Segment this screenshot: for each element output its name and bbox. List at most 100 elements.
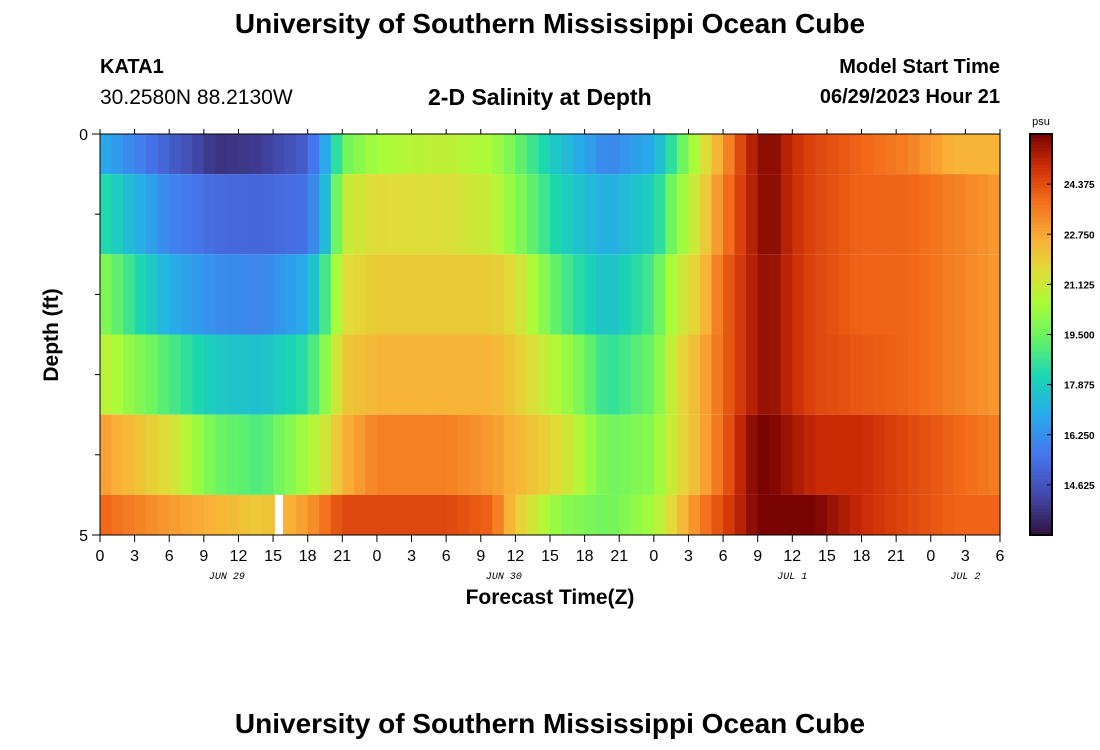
x-tick-label: 0 [372, 548, 381, 565]
heatmap-cell [388, 414, 401, 495]
heatmap-cell [746, 134, 759, 175]
heatmap-cell [376, 134, 390, 175]
colorbar-segment [1030, 504, 1052, 509]
heatmap-cell [376, 494, 390, 535]
heatmap-cell [803, 174, 816, 255]
heatmap-cell [953, 334, 966, 415]
heatmap-cell [919, 334, 932, 415]
heatmap-cell [261, 414, 274, 495]
heatmap-cell [596, 494, 609, 535]
heatmap-cell [250, 174, 263, 255]
x-tick-label: 18 [576, 548, 594, 565]
heatmap-cell [203, 174, 216, 255]
heatmap-cell [734, 414, 747, 495]
heatmap-cell [988, 334, 1001, 415]
heatmap-cell [596, 174, 609, 255]
heatmap-cell [526, 254, 540, 335]
heatmap-cell [873, 414, 886, 495]
heatmap-cell [250, 334, 263, 415]
heatmap-cell [515, 254, 528, 335]
heatmap-cell [953, 134, 966, 175]
heatmap-cell [100, 174, 113, 255]
heatmap-cell [573, 134, 586, 175]
heatmap-cell [215, 414, 228, 495]
station-coordinates: 30.2580N 88.2130W [100, 86, 293, 109]
missing-data-cell [274, 494, 283, 535]
heatmap-cell [630, 334, 643, 415]
colorbar-segment [1030, 364, 1052, 369]
heatmap-cell [203, 334, 216, 415]
heatmap-cell [607, 494, 620, 535]
colorbar-segment [1030, 277, 1052, 282]
heatmap-cell [746, 254, 759, 335]
heatmap-cell [630, 254, 643, 335]
heatmap-cell [215, 134, 228, 175]
heatmap-cell [734, 334, 747, 415]
x-axis: 0 3 6 9 12 15 18 21 0 3 6 9 12 15 18 21 0 3 6 9 12 15 18 21 0 3 6 J… [96, 129, 1005, 583]
colorbar-segment [1030, 351, 1052, 356]
heatmap-cell [792, 494, 805, 535]
colorbar-segment [1030, 291, 1052, 295]
heatmap-cell [965, 134, 978, 175]
heatmap-cell [215, 334, 228, 415]
colorbar-segment [1030, 341, 1052, 346]
heatmap-cell [457, 494, 470, 535]
heatmap-cell [411, 334, 424, 415]
heatmap-cell [688, 134, 701, 175]
heatmap-cell [826, 174, 840, 255]
heatmap-cell [711, 334, 724, 415]
heatmap-cell [342, 334, 355, 415]
heatmap-cell [307, 174, 320, 255]
colorbar-segment [1030, 431, 1052, 436]
heatmap-cell [261, 134, 274, 175]
heatmap-cell [942, 134, 955, 175]
colorbar-segment [1030, 147, 1052, 152]
heatmap-cell [642, 134, 655, 175]
heatmap-cell [400, 494, 413, 535]
heatmap-cell [642, 334, 655, 415]
heatmap-cell [469, 134, 482, 175]
heatmap-cell [423, 414, 436, 495]
colorbar-segment [1030, 240, 1052, 245]
heatmap-cell [365, 414, 378, 495]
heatmap-cell [688, 414, 701, 495]
heatmap-cell [688, 334, 701, 415]
heatmap-cell [884, 334, 897, 415]
heatmap-cell [896, 174, 909, 255]
heatmap-cell [250, 494, 263, 535]
heatmap-cell [838, 254, 851, 335]
heatmap-cell [238, 414, 251, 495]
heatmap-cell [330, 414, 343, 495]
heatmap-cell [861, 174, 874, 255]
heatmap-cell [284, 254, 297, 335]
heatmap-cell [503, 414, 516, 495]
heatmap-cell [723, 494, 736, 535]
heatmap-cell [769, 494, 782, 535]
heatmap-cell [965, 494, 978, 535]
heatmap-cell [965, 174, 978, 255]
colorbar-segment [1030, 418, 1052, 422]
heatmap-cell [111, 174, 124, 255]
colorbar-segment [1030, 194, 1052, 199]
heatmap-cell [780, 494, 793, 535]
heatmap-cell [665, 254, 678, 335]
heatmap-cell [976, 174, 990, 255]
heatmap-cell [584, 254, 597, 335]
heatmap-cell [630, 414, 643, 495]
colorbar-tick-label: 17.875 [1064, 381, 1095, 392]
heatmap-cell [976, 134, 990, 175]
colorbar-segment [1030, 484, 1052, 489]
heatmap-cell [711, 254, 724, 335]
heatmap-cell [319, 494, 332, 535]
colorbar-segment [1030, 408, 1052, 412]
colorbar-segment [1030, 404, 1052, 409]
heatmap-cell [134, 134, 147, 175]
y-tick-label: 5 [79, 528, 88, 545]
heatmap-cell [930, 134, 943, 175]
colorbar-segment [1030, 307, 1052, 312]
heatmap-cell [953, 494, 966, 535]
heatmap-cell [192, 174, 205, 255]
heatmap-cell [388, 494, 401, 535]
heatmap-cell [434, 134, 447, 175]
heatmap-cell [653, 134, 666, 175]
